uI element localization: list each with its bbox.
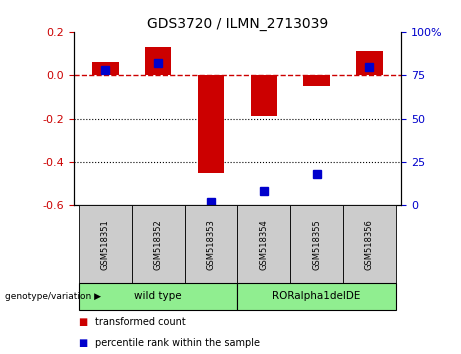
Bar [79, 205, 132, 283]
Text: genotype/variation ▶: genotype/variation ▶ [5, 292, 100, 301]
Title: GDS3720 / ILMN_2713039: GDS3720 / ILMN_2713039 [147, 17, 328, 31]
Bar [145, 47, 171, 75]
Bar [251, 75, 277, 116]
Text: GSM518353: GSM518353 [207, 219, 216, 270]
Bar [356, 51, 383, 75]
Bar [132, 205, 184, 283]
Text: ■: ■ [78, 317, 88, 327]
Bar [343, 205, 396, 283]
Text: GSM518355: GSM518355 [312, 219, 321, 270]
Bar [184, 205, 237, 283]
Text: ■: ■ [78, 338, 88, 348]
Text: GSM518354: GSM518354 [259, 219, 268, 270]
Bar [237, 205, 290, 283]
Text: percentile rank within the sample: percentile rank within the sample [95, 338, 260, 348]
Bar [198, 75, 224, 173]
Text: GSM518352: GSM518352 [154, 219, 163, 270]
Bar [237, 283, 396, 310]
Bar [290, 205, 343, 283]
Text: wild type: wild type [135, 291, 182, 302]
Text: RORalpha1delDE: RORalpha1delDE [272, 291, 361, 302]
Text: GSM518351: GSM518351 [101, 219, 110, 270]
Text: transformed count: transformed count [95, 317, 185, 327]
Bar [92, 62, 118, 75]
Bar [303, 75, 330, 86]
Text: GSM518356: GSM518356 [365, 219, 374, 270]
Bar [79, 283, 237, 310]
